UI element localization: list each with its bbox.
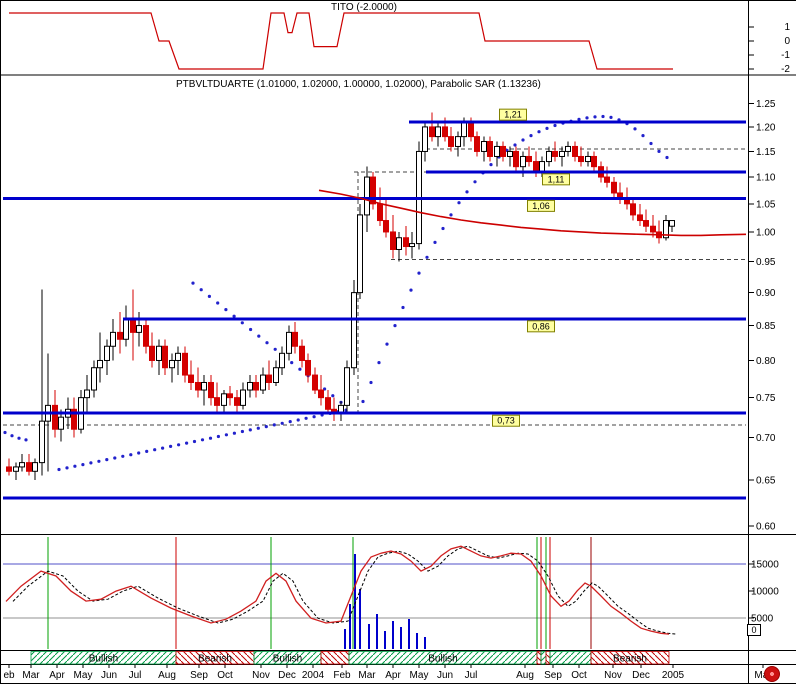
level-price-tags: 1,21 1,11 1,06 0,86 0,73 — [492, 108, 570, 427]
svg-text:1,06: 1,06 — [532, 201, 550, 211]
svg-text:10000: 10000 — [751, 587, 779, 598]
svg-text:0.90: 0.90 — [756, 288, 776, 299]
svg-text:0,86: 0,86 — [532, 321, 550, 331]
svg-text:Dec: Dec — [278, 670, 296, 681]
signal-event-lines — [47, 537, 592, 649]
svg-text:1.25: 1.25 — [756, 99, 776, 110]
svg-text:Apr: Apr — [385, 670, 401, 681]
trend-band: Bullish Bearish Bullish Bullish Bearish — [30, 651, 670, 665]
svg-text:Jun: Jun — [437, 670, 453, 681]
svg-text:0: 0 — [784, 36, 790, 47]
price-axis-labels: 1.25 1.20 1.15 1.10 1.05 1.00 0.95 0.90 0.85 0.80… — [749, 99, 776, 533]
svg-text:0,73: 0,73 — [497, 416, 515, 426]
svg-text:1.05: 1.05 — [756, 199, 776, 210]
svg-text:Mar: Mar — [22, 670, 40, 681]
dashed-reference-lines — [3, 148, 746, 426]
record-dot-icon[interactable] — [764, 666, 780, 682]
svg-text:Bullish: Bullish — [428, 654, 457, 665]
moving-average-line — [318, 189, 747, 237]
svg-text:1.00: 1.00 — [756, 227, 776, 238]
svg-text:Bullish: Bullish — [89, 654, 118, 665]
svg-text:0: 0 — [751, 625, 756, 635]
svg-text:Oct: Oct — [217, 670, 233, 681]
svg-text:1.10: 1.10 — [756, 173, 776, 184]
svg-text:Aug: Aug — [516, 670, 534, 681]
oscillator-main-line — [5, 545, 670, 635]
svg-text:2004: 2004 — [302, 670, 325, 681]
svg-text:1,11: 1,11 — [548, 174, 565, 184]
svg-text:1.15: 1.15 — [756, 147, 776, 158]
svg-text:May: May — [74, 670, 93, 681]
svg-text:eb: eb — [3, 670, 15, 681]
svg-text:Apr: Apr — [49, 670, 65, 681]
svg-text:Bearish: Bearish — [198, 654, 232, 665]
svg-text:1: 1 — [784, 22, 790, 33]
time-axis-labels: eb Mar Apr May Jun Jul Aug Sep Oct Nov Dec 2004 Feb M… — [3, 665, 772, 681]
volume-histogram — [344, 554, 426, 649]
svg-text:-2: -2 — [781, 64, 790, 75]
svg-text:Mar: Mar — [754, 670, 772, 681]
svg-text:1.20: 1.20 — [756, 122, 776, 133]
svg-text:Bearish: Bearish — [613, 654, 647, 665]
svg-text:Mar: Mar — [358, 670, 376, 681]
svg-text:1,21: 1,21 — [504, 110, 522, 120]
svg-text:Oct: Oct — [571, 670, 587, 681]
parabolic-sar-dots — [3, 114, 669, 472]
svg-text:2005: 2005 — [662, 670, 685, 681]
svg-text:5000: 5000 — [751, 614, 774, 625]
svg-text:0.80: 0.80 — [756, 356, 776, 367]
tito-indicator-line — [9, 12, 673, 70]
svg-text:Nov: Nov — [604, 670, 622, 681]
svg-text:-1: -1 — [781, 50, 790, 61]
svg-text:May: May — [410, 670, 429, 681]
oscillator-reference-lines — [3, 563, 746, 619]
candlesticks — [6, 112, 675, 481]
svg-text:Aug: Aug — [158, 670, 176, 681]
indicator-title: TITO (-2.0000) — [331, 2, 397, 13]
svg-text:Sep: Sep — [190, 670, 208, 681]
svg-text:0.85: 0.85 — [756, 321, 776, 332]
svg-text:15000: 15000 — [751, 560, 779, 571]
svg-text:Nov: Nov — [252, 670, 270, 681]
main-chart-title: PTBVLTDUARTE (1.01000, 1.02000, 1.00000,… — [176, 79, 541, 90]
svg-text:0.95: 0.95 — [756, 257, 776, 268]
svg-text:Jul: Jul — [129, 670, 142, 681]
support-resistance-lines — [3, 120, 746, 500]
svg-text:Jul: Jul — [465, 670, 478, 681]
svg-text:0.70: 0.70 — [756, 433, 776, 444]
svg-text:Dec: Dec — [632, 670, 650, 681]
svg-text:Sep: Sep — [544, 670, 562, 681]
svg-text:Bullish: Bullish — [273, 654, 302, 665]
svg-text:0.60: 0.60 — [756, 522, 776, 533]
svg-text:0.65: 0.65 — [756, 476, 776, 487]
svg-text:0.75: 0.75 — [756, 393, 776, 404]
svg-text:Feb: Feb — [333, 670, 351, 681]
oscillator-signal-line — [12, 545, 677, 635]
svg-text:Jun: Jun — [101, 670, 117, 681]
tito-axis-labels: 1 0 -1 -2 — [749, 22, 790, 75]
